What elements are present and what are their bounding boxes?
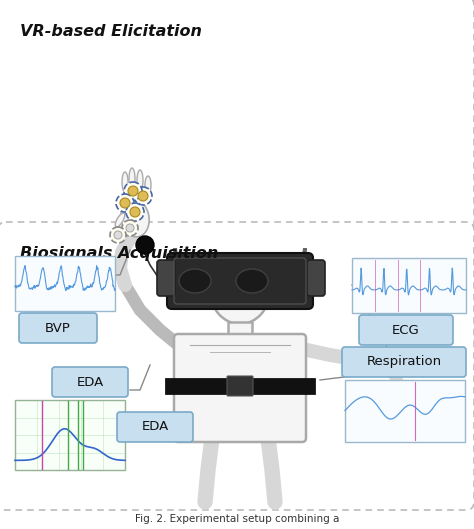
Ellipse shape [115,213,125,227]
Ellipse shape [122,172,128,192]
Text: ECG: ECG [392,324,420,336]
FancyBboxPatch shape [19,313,97,343]
Text: BVP: BVP [45,322,71,334]
FancyBboxPatch shape [165,378,315,394]
Ellipse shape [236,269,268,293]
Circle shape [130,207,140,217]
Circle shape [120,198,130,208]
Ellipse shape [210,256,270,324]
Text: EDA: EDA [141,421,169,433]
Text: Fig. 2. Experimental setup combining a: Fig. 2. Experimental setup combining a [135,514,339,524]
Circle shape [116,194,134,212]
FancyBboxPatch shape [359,315,453,345]
FancyBboxPatch shape [0,0,474,233]
Text: Respiration: Respiration [366,355,442,369]
FancyBboxPatch shape [15,400,125,470]
FancyBboxPatch shape [52,367,128,397]
Ellipse shape [145,176,151,194]
FancyBboxPatch shape [345,380,465,442]
FancyBboxPatch shape [227,376,253,396]
FancyBboxPatch shape [167,253,313,309]
Circle shape [134,187,152,205]
Circle shape [114,231,122,239]
Circle shape [110,227,126,243]
Circle shape [126,203,144,221]
Text: Biosignals Acquisition: Biosignals Acquisition [20,246,218,261]
Ellipse shape [179,269,211,293]
Circle shape [124,182,142,200]
FancyBboxPatch shape [228,322,252,340]
FancyBboxPatch shape [342,347,466,377]
Text: VR-based Elicitation: VR-based Elicitation [20,24,202,39]
FancyBboxPatch shape [307,260,325,296]
FancyBboxPatch shape [174,334,306,442]
Text: EDA: EDA [76,376,104,388]
Ellipse shape [129,168,135,190]
FancyBboxPatch shape [352,258,466,313]
Circle shape [138,191,148,201]
Circle shape [122,220,138,236]
FancyBboxPatch shape [0,222,474,510]
Ellipse shape [121,199,149,237]
FancyBboxPatch shape [117,412,193,442]
Circle shape [126,224,134,232]
FancyBboxPatch shape [157,260,175,296]
FancyBboxPatch shape [15,256,115,311]
Circle shape [128,186,138,196]
Circle shape [136,236,154,254]
Ellipse shape [137,170,143,191]
